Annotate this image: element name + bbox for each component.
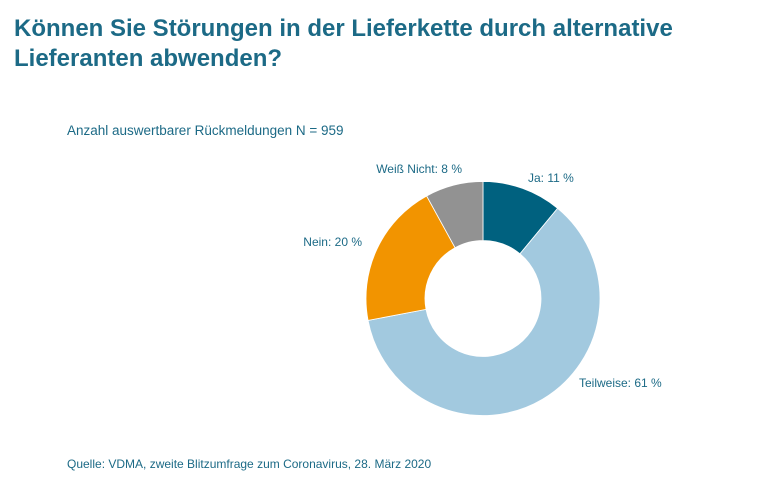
data-label: Weiß Nicht: 8 %: [376, 162, 462, 176]
slice-teilweise: [367, 207, 601, 416]
data-label: Ja: 11 %: [528, 171, 574, 185]
source-note: Quelle: VDMA, zweite Blitzumfrage zum Co…: [67, 457, 432, 471]
chart-title: Können Sie Störungen in der Lieferkette …: [14, 15, 673, 72]
data-label: Teilweise: 61 %: [579, 376, 662, 390]
slice-weiss-nicht: [426, 181, 484, 249]
chart-subtitle: Anzahl auswertbarer Rückmeldungen N = 95…: [67, 123, 344, 138]
data-label: Nein: 20 %: [303, 235, 362, 249]
slice-nein: [365, 195, 456, 321]
